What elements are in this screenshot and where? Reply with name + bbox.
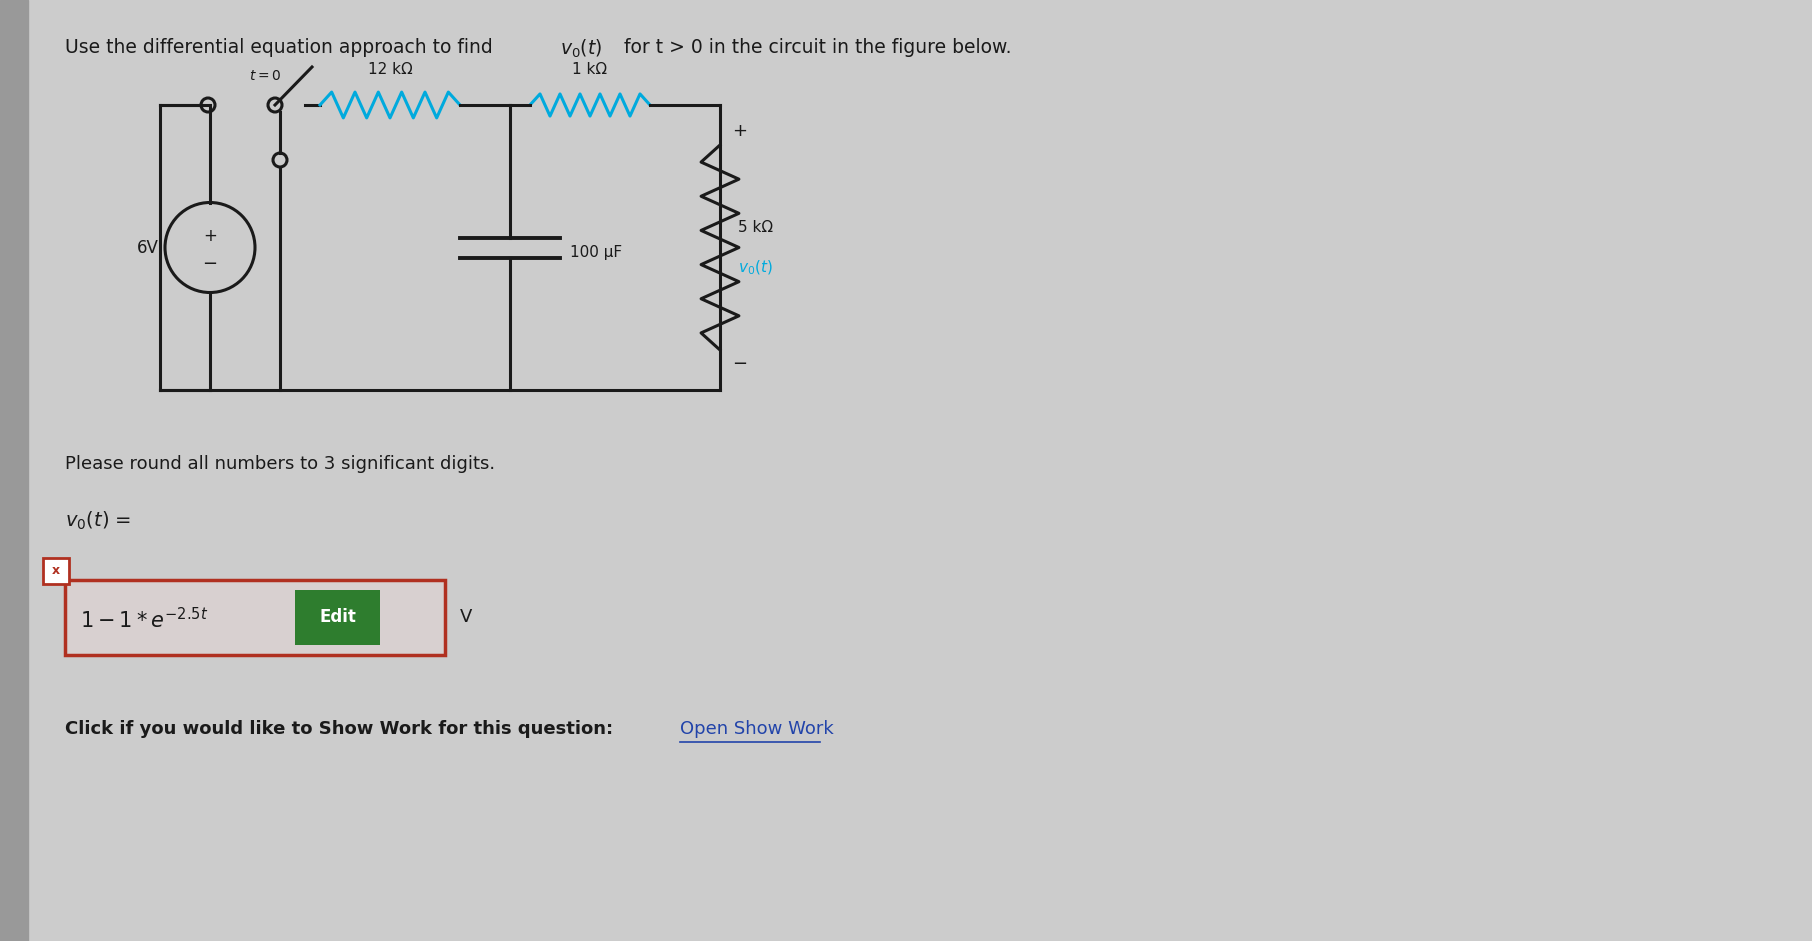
- Text: $v_0(t)$: $v_0(t)$: [560, 38, 602, 60]
- Text: $1 - 1 * e^{-2.5t}$: $1 - 1 * e^{-2.5t}$: [80, 607, 208, 632]
- Text: $v_0(t)$ =: $v_0(t)$ =: [65, 510, 130, 533]
- Text: 1 kΩ: 1 kΩ: [573, 62, 607, 77]
- Text: 6V: 6V: [138, 238, 159, 257]
- Text: x: x: [53, 565, 60, 578]
- Text: 12 kΩ: 12 kΩ: [368, 62, 413, 77]
- Text: +: +: [203, 227, 217, 245]
- Text: for t > 0 in the circuit in the figure below.: for t > 0 in the circuit in the figure b…: [618, 38, 1011, 57]
- Text: $v_0(t)$: $v_0(t)$: [737, 258, 772, 277]
- Text: +: +: [732, 122, 747, 140]
- Text: V: V: [460, 609, 473, 627]
- Text: Click if you would like to Show Work for this question:: Click if you would like to Show Work for…: [65, 720, 612, 738]
- Text: Use the differential equation approach to find: Use the differential equation approach t…: [65, 38, 498, 57]
- Text: $t = 0$: $t = 0$: [248, 69, 281, 83]
- Bar: [295, 590, 381, 645]
- Text: −: −: [203, 254, 217, 273]
- Text: −: −: [732, 355, 747, 373]
- Text: 100 μF: 100 μF: [571, 245, 622, 260]
- Bar: [0, 0, 27, 941]
- Text: Edit: Edit: [319, 609, 355, 627]
- Bar: [65, 580, 446, 655]
- Bar: [43, 558, 69, 584]
- Text: 5 kΩ: 5 kΩ: [737, 220, 774, 235]
- Text: Please round all numbers to 3 significant digits.: Please round all numbers to 3 significan…: [65, 455, 495, 473]
- Text: Open Show Work: Open Show Work: [680, 720, 834, 738]
